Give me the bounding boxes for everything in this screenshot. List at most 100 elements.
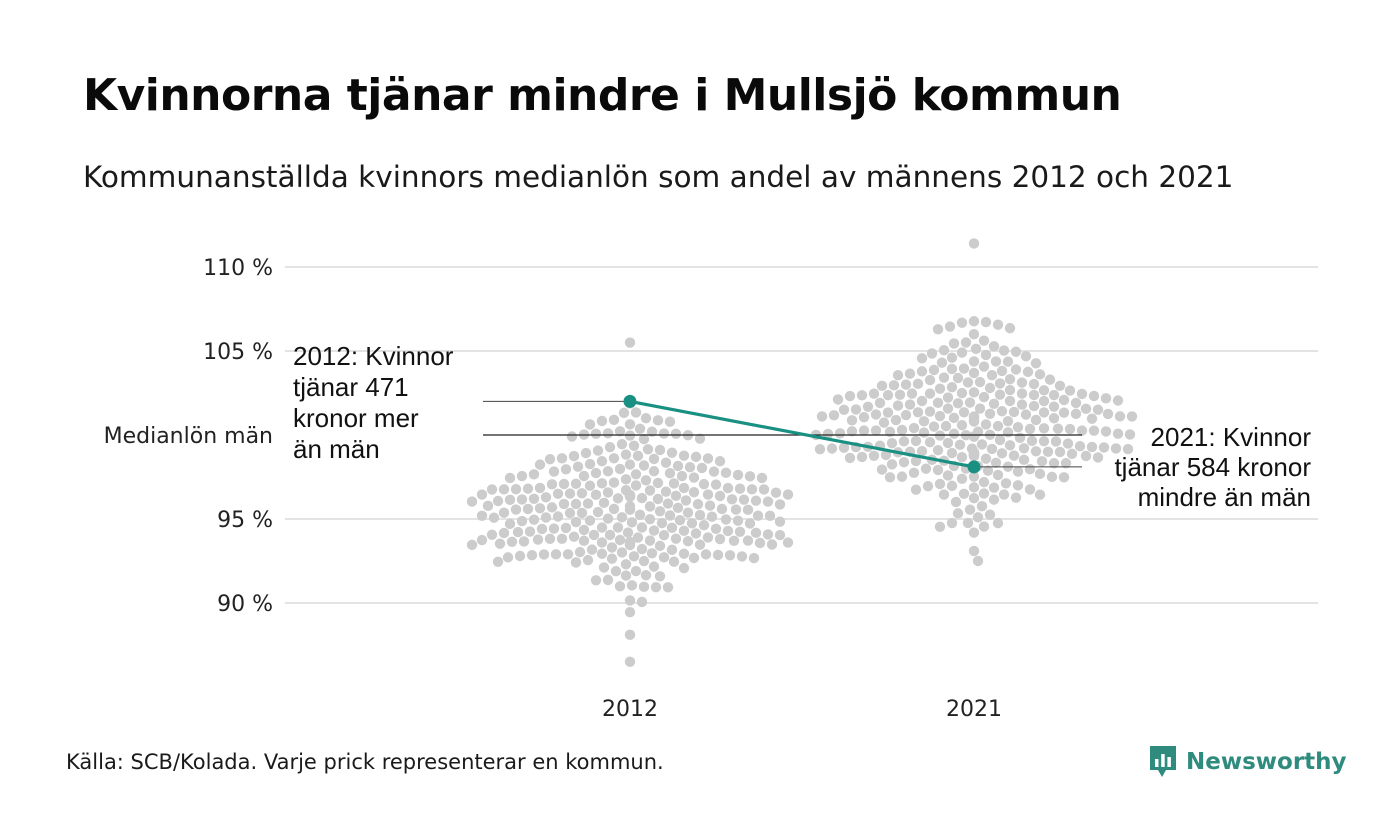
swarm-dot (662, 498, 674, 509)
swarm-dot (1024, 484, 1036, 495)
swarm-dot (850, 404, 862, 415)
swarm-dot (916, 395, 928, 407)
swarm-dot (932, 324, 944, 335)
swarm-dot (968, 471, 980, 482)
swarm-dot (916, 366, 928, 377)
swarm-dot (934, 478, 946, 490)
swarm-dot (994, 389, 1006, 400)
swarm-dot (1012, 466, 1024, 477)
swarm-dot (744, 471, 756, 482)
swarm-dot (782, 489, 794, 500)
swarm-dot (918, 427, 930, 438)
swarm-dot (912, 378, 924, 390)
swarm-dot (1114, 411, 1126, 422)
swarm-dot (938, 345, 950, 356)
swarm-dot (498, 527, 510, 539)
brand-name: Newsworthy (1186, 749, 1347, 775)
brand-logo[interactable]: Newsworthy (1148, 742, 1347, 782)
swarm-dot (958, 488, 970, 499)
swarm-dot (624, 491, 636, 502)
swarm-dot (514, 550, 526, 562)
swarm-dot (954, 439, 966, 451)
swarm-dot (534, 482, 546, 494)
swarm-dot (1004, 374, 1016, 385)
swarm-dot (994, 378, 1006, 389)
swarm-dot (756, 472, 768, 484)
swarm-dot (522, 483, 534, 494)
swarm-dot (528, 469, 540, 480)
annotation-2021: 2021: Kvinnor tjänar 584 kronor mindre än … (1114, 422, 1311, 512)
swarm-dot (596, 537, 608, 548)
swarm-dot (566, 431, 578, 442)
swarm-dot (982, 465, 994, 476)
swarm-dot (568, 531, 580, 542)
swarm-dot (644, 513, 656, 525)
swarm-dot (938, 489, 950, 500)
swarm-dot (1028, 389, 1040, 401)
swarm-dot (590, 575, 602, 586)
swarm-dot (1034, 489, 1046, 500)
swarm-dot (606, 553, 618, 564)
swarm-dot (678, 525, 690, 537)
swarm-dot (524, 526, 536, 537)
swarm-dot (858, 411, 870, 423)
swarm-dot (976, 439, 988, 450)
swarm-dot (714, 533, 726, 545)
swarm-dot (1048, 413, 1060, 424)
swarm-dot (720, 467, 732, 479)
swarm-dot (856, 451, 868, 463)
highlight-point-2021 (967, 460, 981, 474)
swarm-dot (934, 410, 946, 422)
swarm-dot (602, 487, 614, 498)
swarm-dot (620, 449, 632, 460)
swarm-dot (1058, 394, 1070, 406)
swarm-dot (562, 549, 574, 560)
swarm-dot (990, 356, 1002, 367)
highlight-series (483, 394, 1082, 474)
swarm-dot (656, 517, 668, 529)
swarm-dot (1124, 429, 1136, 440)
swarm-dot (1060, 458, 1072, 469)
swarm-dot (1022, 366, 1034, 378)
swarm-dot (1016, 388, 1028, 399)
swarm-dot (846, 415, 858, 426)
swarm-dot (744, 518, 756, 529)
swarm-dot (1014, 432, 1026, 444)
swarm-dot (1038, 407, 1050, 418)
swarm-dot (742, 504, 754, 516)
swarm-dot (670, 490, 682, 502)
swarm-dot (1034, 468, 1046, 480)
swarm-dot (956, 317, 968, 328)
swarm-dot (614, 534, 626, 546)
swarm-dot (476, 510, 488, 521)
swarm-dot (822, 428, 834, 440)
swarm-dot (498, 507, 510, 518)
swarm-dot (516, 494, 528, 505)
swarm-dot (1048, 389, 1060, 401)
swarm-dot (1126, 411, 1138, 422)
swarm-dot (632, 532, 644, 543)
swarm-dot (898, 436, 910, 447)
swarm-dot (968, 527, 980, 538)
swarm-dot (978, 488, 990, 499)
swarm-dot (952, 398, 964, 409)
swarm-dot (922, 480, 934, 492)
annotation-2012-line: kronor mer (293, 403, 419, 433)
annotations: 2012: Kvinnor tjänar 471 kronor mer än män 2… (293, 341, 1311, 512)
x-tick-label: 2012 (602, 697, 658, 722)
swarm-dot (910, 455, 922, 467)
swarm-dot (838, 442, 850, 453)
swarm-dot (972, 555, 984, 567)
swarm-dot (998, 489, 1010, 500)
swarm-dot (968, 545, 980, 557)
swarm-dot (874, 397, 886, 409)
x-tick-label: 2021 (946, 697, 1002, 722)
swarm-dot (844, 452, 856, 464)
swarm-dot (968, 356, 980, 367)
swarm-dot (616, 438, 628, 450)
swarm-dot (620, 474, 632, 485)
swarm-dot (968, 493, 980, 504)
swarm-dot (544, 453, 556, 465)
swarm-dot (624, 419, 636, 430)
swarm-dot (1020, 409, 1032, 420)
